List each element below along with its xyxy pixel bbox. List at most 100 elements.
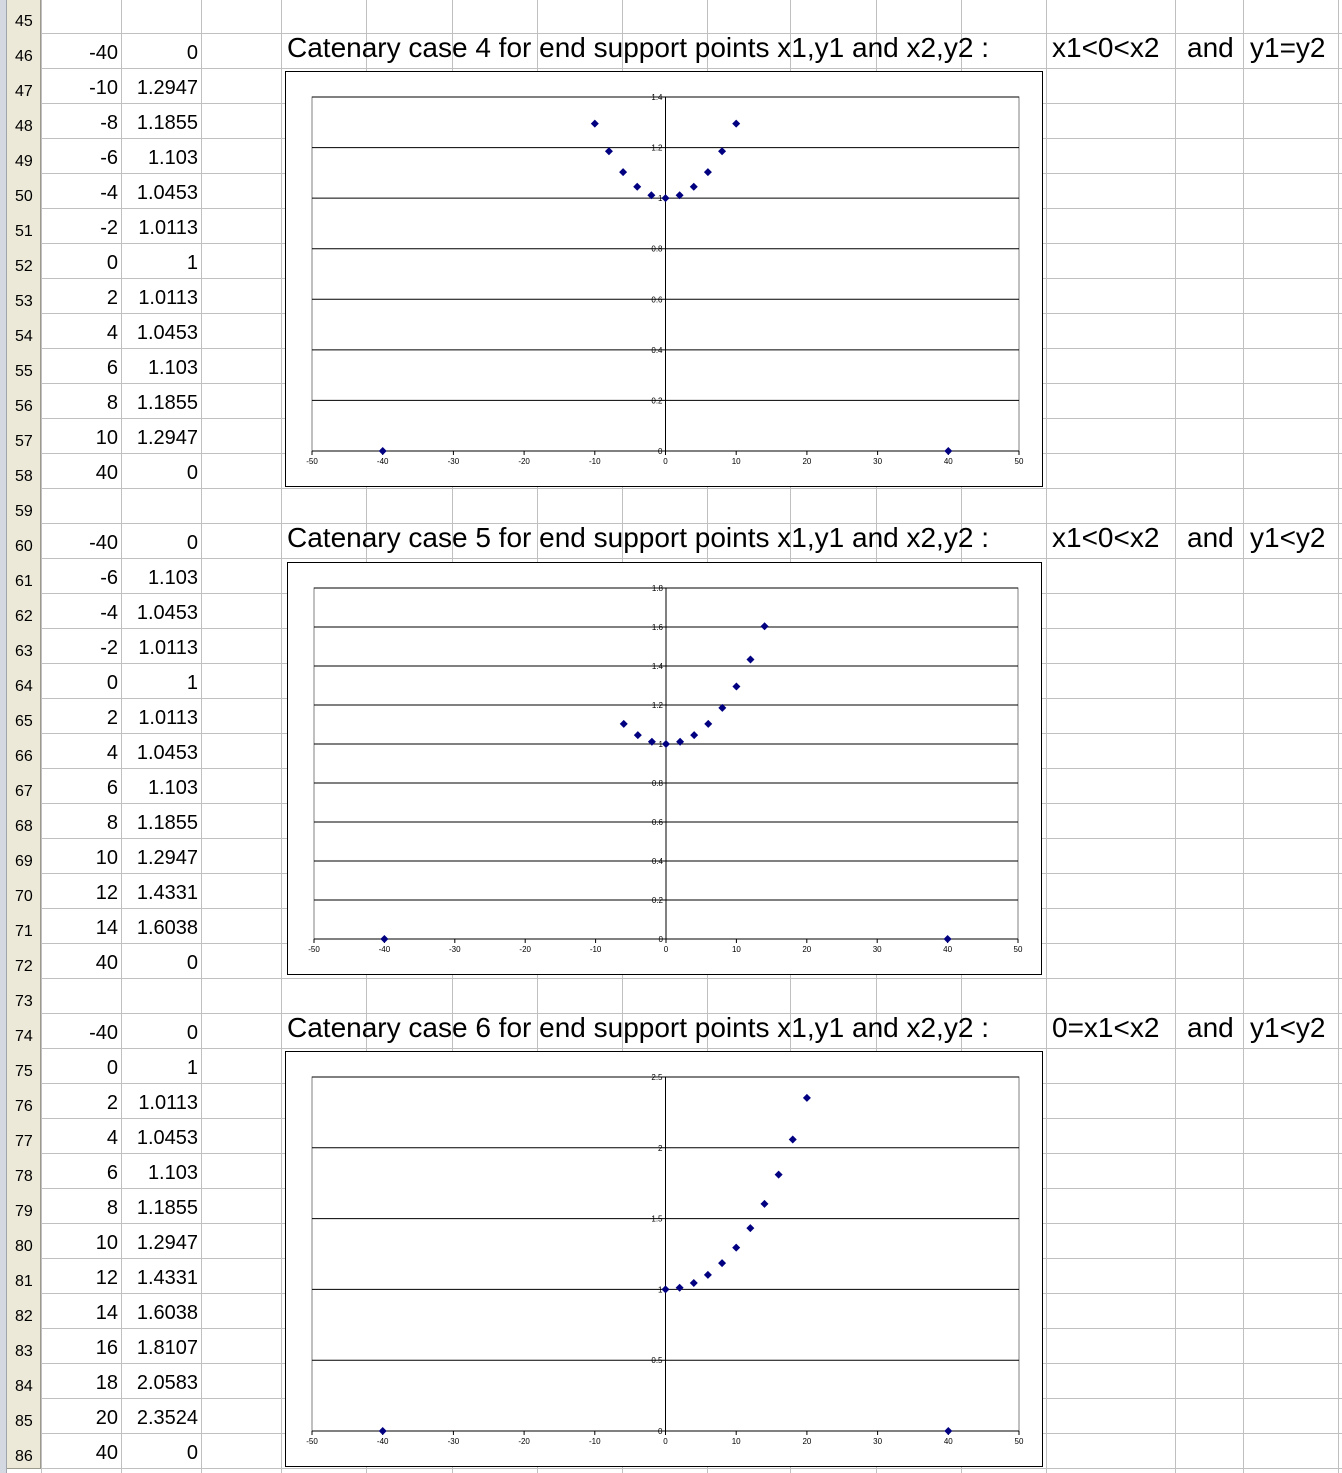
cell-y-value[interactable]: 1.0113 [138, 287, 198, 309]
cell-x-value[interactable]: 2 [106, 287, 118, 309]
cell-y-value[interactable]: 1.2947 [136, 1232, 198, 1254]
cell-x-value[interactable]: -6 [100, 567, 118, 589]
cell-x-value[interactable]: -4 [100, 182, 118, 204]
row-header[interactable]: 54 [7, 313, 41, 349]
cell-x-value[interactable] [41, 978, 121, 1013]
cell-x-value[interactable]: 2 [106, 707, 118, 729]
row-header[interactable]: 76 [7, 1083, 41, 1119]
row-header[interactable]: 58 [7, 453, 41, 489]
row-header[interactable]: 82 [7, 1293, 41, 1329]
row-header[interactable]: 57 [7, 418, 41, 454]
cell-y-value[interactable]: 0 [186, 462, 198, 484]
cell-y-value[interactable]: 1.103 [147, 357, 198, 379]
row-header[interactable]: 60 [7, 523, 41, 559]
cell-x-value[interactable]: 6 [106, 1162, 118, 1184]
scatter-chart-5[interactable]: 0 0.2 0.4 0.6 0.8 1 1.2 1.4 1.6 1.8 -50 -40 -30 -20 -1… [287, 562, 1042, 975]
row-header[interactable]: 67 [7, 768, 41, 804]
cell-y-value[interactable]: 1.1855 [136, 392, 198, 414]
cell-y-value[interactable]: 1.0113 [138, 217, 198, 239]
cell-y-value[interactable]: 1.0453 [136, 742, 198, 764]
cell-y-value[interactable]: 0 [186, 1442, 198, 1464]
cell-y-value[interactable]: 1.0453 [136, 182, 198, 204]
cell-y-value[interactable]: 0 [186, 42, 198, 64]
row-header[interactable]: 63 [7, 628, 41, 664]
cell-x-value[interactable]: 4 [106, 742, 118, 764]
cell-x-value[interactable]: 8 [106, 1197, 118, 1219]
row-header[interactable]: 85 [7, 1398, 41, 1434]
cell-y-value[interactable]: 1.0453 [136, 322, 198, 344]
row-header[interactable]: 53 [7, 278, 41, 314]
scatter-chart-4[interactable]: 00.20.40.60.811.21.4-50-40-30-20-1001020… [285, 71, 1043, 487]
row-header[interactable]: 80 [7, 1223, 41, 1259]
cell-y-value[interactable] [121, 488, 201, 523]
cell-x-value[interactable]: 10 [95, 1232, 118, 1254]
row-header[interactable]: 48 [7, 103, 41, 139]
cell-y-value[interactable]: 1.8107 [136, 1337, 198, 1359]
cell-y-value[interactable]: 1.0113 [138, 1092, 198, 1114]
row-header[interactable]: 77 [7, 1118, 41, 1154]
row-header[interactable]: 78 [7, 1153, 41, 1189]
cell-x-value[interactable]: 20 [95, 1407, 118, 1429]
cell-x-value[interactable]: -6 [100, 147, 118, 169]
cell-y-value[interactable]: 1.0453 [136, 602, 198, 624]
row-header[interactable]: 64 [7, 663, 41, 699]
cell-y-value[interactable]: 1.103 [147, 567, 198, 589]
cell-y-value[interactable]: 1 [186, 672, 198, 694]
row-header[interactable]: 73 [7, 978, 41, 1014]
cell-x-value[interactable]: 14 [95, 1302, 118, 1324]
cell-y-value[interactable]: 1.6038 [136, 1302, 198, 1324]
cell-x-value[interactable]: 6 [106, 777, 118, 799]
cell-x-value[interactable]: -8 [100, 112, 118, 134]
cell-x-value[interactable]: 8 [106, 392, 118, 414]
row-header[interactable]: 75 [7, 1048, 41, 1084]
cell-x-value[interactable]: 40 [95, 462, 118, 484]
cell-y-value[interactable]: 1.1855 [136, 1197, 198, 1219]
cell-x-value[interactable]: 14 [95, 917, 118, 939]
cell-y-value[interactable]: 1.0453 [136, 1127, 198, 1149]
cell-y-value[interactable]: 0 [186, 532, 198, 554]
row-header[interactable]: 66 [7, 733, 41, 769]
cell-y-value[interactable]: 1.103 [147, 1162, 198, 1184]
row-header[interactable]: 62 [7, 593, 41, 629]
cell-y-value[interactable] [121, 978, 201, 1013]
row-header[interactable]: 55 [7, 348, 41, 384]
cell-y-value[interactable]: 1.103 [147, 147, 198, 169]
cell-y-value[interactable]: 1.0113 [138, 637, 198, 659]
row-header[interactable]: 68 [7, 803, 41, 839]
row-header[interactable]: 65 [7, 698, 41, 734]
row-header[interactable]: 81 [7, 1258, 41, 1294]
cell-x-value[interactable]: 2 [106, 1092, 118, 1114]
cell-y-value[interactable]: 0 [186, 1022, 198, 1044]
row-header[interactable]: 83 [7, 1328, 41, 1364]
cell-y-value[interactable]: 1.2947 [136, 77, 198, 99]
cell-x-value[interactable]: 18 [95, 1372, 118, 1394]
cell-y-value[interactable]: 1.1855 [136, 812, 198, 834]
row-header[interactable]: 84 [7, 1363, 41, 1399]
cell-x-value[interactable]: -2 [100, 217, 118, 239]
cell-x-value[interactable]: -40 [89, 42, 118, 64]
row-header[interactable]: 72 [7, 943, 41, 979]
cell-y-value[interactable]: 1.1855 [136, 112, 198, 134]
cell-y-value[interactable]: 1.4331 [136, 1267, 198, 1289]
cell-y-value[interactable]: 1.103 [147, 777, 198, 799]
cell-x-value[interactable]: 40 [95, 952, 118, 974]
cell-x-value[interactable]: 16 [95, 1337, 118, 1359]
row-header[interactable]: 70 [7, 873, 41, 909]
cell-x-value[interactable]: 12 [95, 1267, 118, 1289]
cell-x-value[interactable]: 0 [106, 1057, 118, 1079]
row-header[interactable]: 47 [7, 68, 41, 104]
row-header[interactable]: 79 [7, 1188, 41, 1224]
cell-x-value[interactable]: -40 [89, 532, 118, 554]
cell-y-value[interactable]: 1 [186, 252, 198, 274]
row-header[interactable]: 69 [7, 838, 41, 874]
cell-x-value[interactable]: -10 [89, 77, 118, 99]
cell-x-value[interactable]: -4 [100, 602, 118, 624]
cell-x-value[interactable]: 10 [95, 427, 118, 449]
cell-y-value[interactable] [121, 0, 201, 33]
cell-x-value[interactable]: 4 [106, 322, 118, 344]
cell-x-value[interactable]: -2 [100, 637, 118, 659]
cell-y-value[interactable]: 1.0113 [138, 707, 198, 729]
row-header[interactable]: 86 [7, 1433, 41, 1469]
row-header[interactable]: 51 [7, 208, 41, 244]
